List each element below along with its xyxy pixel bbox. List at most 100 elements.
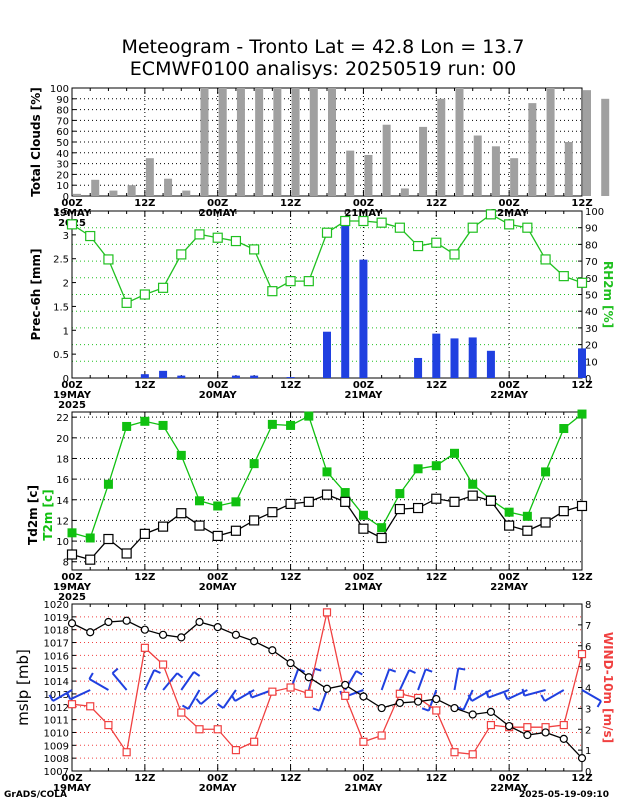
td-point <box>194 520 205 531</box>
wind-barb-flag <box>355 670 363 676</box>
mslp-point <box>304 673 313 682</box>
mslp-y-tick-label: 1009 <box>44 741 69 752</box>
clouds-y-tick-label: 100 <box>50 84 69 95</box>
wind-point <box>359 737 368 746</box>
wind-barb-flag <box>230 694 236 702</box>
temp-y-tick-label: 12 <box>56 516 69 527</box>
t2m-point <box>304 411 314 421</box>
wind-barb <box>200 689 219 705</box>
wind-barb <box>581 689 602 702</box>
rh-point <box>558 271 569 282</box>
cloud-bar <box>583 90 591 196</box>
precip-bar <box>359 259 368 378</box>
rh-y-tick-label: 10 <box>585 357 598 368</box>
mslp-point <box>577 754 587 763</box>
x-tick-label: 00Z <box>353 380 374 391</box>
x-tick-label: 12Z <box>571 773 592 784</box>
td-point <box>121 548 132 559</box>
day-label: 19MAY <box>53 783 92 794</box>
cloud-bar <box>309 88 318 196</box>
wind-barb-flag <box>425 668 433 673</box>
wind-barb <box>234 689 255 702</box>
cloud-bar <box>236 88 245 196</box>
t2m-point <box>541 467 551 477</box>
clouds-axis-label: Total Clouds [%] <box>29 87 43 197</box>
clouds-y-tick-label: 20 <box>56 170 69 181</box>
clouds-y-tick-label: 50 <box>56 138 69 149</box>
wind-point <box>523 723 532 732</box>
wind-point <box>377 731 386 740</box>
t2m-point <box>85 533 95 543</box>
cloud-bar <box>109 190 118 196</box>
td-point <box>504 520 515 531</box>
wind-y-tick-label: 0 <box>585 767 591 778</box>
wind-barb <box>488 689 510 699</box>
year-label: 2025 <box>58 592 86 603</box>
cloud-bar <box>291 88 300 196</box>
mslp-point <box>195 617 204 627</box>
x-tick-label: 00Z <box>61 773 82 784</box>
td-point <box>321 489 333 500</box>
wind-barb <box>88 678 109 691</box>
rh-point <box>157 282 169 293</box>
precip-y-tick-label: 2 <box>63 279 69 290</box>
t2m-axis-label: T2m [c] <box>41 489 55 540</box>
precip-y-tick-label: 2.5 <box>53 255 69 266</box>
cloud-bar <box>328 88 336 196</box>
wind-barb <box>187 689 201 710</box>
cloud-bar <box>200 88 209 196</box>
wind-point <box>322 608 332 617</box>
rh-point <box>121 297 132 308</box>
mslp-y-tick-label: 1007 <box>44 767 69 778</box>
wind-y-tick-label: 5 <box>585 663 591 674</box>
precip-bar <box>414 357 423 378</box>
mslp-point <box>213 623 222 632</box>
x-tick-label: 12Z <box>426 572 447 583</box>
wind-barb-flag <box>153 669 161 674</box>
t2m-point <box>395 489 405 499</box>
wind-barb-flag <box>66 692 72 700</box>
t2m-point <box>468 479 478 489</box>
wind-point <box>450 748 459 757</box>
x-tick-label: 12Z <box>134 572 155 583</box>
wind-y-tick-label: 8 <box>585 600 591 611</box>
x-tick-label: 00Z <box>499 773 520 784</box>
wind-point <box>158 660 168 669</box>
cloud-bar <box>491 146 500 196</box>
precip-bar <box>341 216 350 378</box>
wind-barb-flag <box>596 700 602 708</box>
x-tick-label: 00Z <box>61 198 82 209</box>
cloud-bar <box>455 88 464 196</box>
rh-point <box>321 227 333 238</box>
mslp-panel-time-ticks <box>71 604 583 771</box>
wind-markers <box>67 608 587 759</box>
wind-y-tick-label: 3 <box>585 704 591 715</box>
td-point <box>576 500 588 512</box>
day-label: 21MAY <box>344 390 383 401</box>
wind-y-tick-label: 4 <box>585 684 591 695</box>
td-point <box>85 554 96 565</box>
precip-bar <box>159 370 168 378</box>
mslp-point <box>268 646 277 655</box>
rh-point <box>212 232 223 243</box>
wind-point <box>468 750 477 759</box>
day-label: 21MAY <box>344 582 383 593</box>
mslp-y-tick-label: 1018 <box>44 626 69 637</box>
rh-point <box>267 286 278 297</box>
mslp-point <box>486 707 496 717</box>
x-tick-label: 00Z <box>207 773 228 784</box>
precip-axis-label: Prec-6h [mm] <box>29 249 43 341</box>
clouds-panel-time-ticks <box>71 88 583 196</box>
cloud-bar <box>510 158 519 196</box>
wind-barb <box>462 689 474 711</box>
x-tick-label: 12Z <box>280 380 301 391</box>
temp-y-tick-label: 16 <box>56 475 69 486</box>
precip-bar <box>432 333 441 378</box>
wind-barb <box>143 669 156 691</box>
x-tick-label: 12Z <box>571 572 592 583</box>
mslp-point <box>559 734 568 743</box>
mslp-y-tick-label: 1019 <box>44 613 69 624</box>
precip-bar <box>250 375 259 378</box>
rh-y-tick-label: 0 <box>585 374 591 385</box>
